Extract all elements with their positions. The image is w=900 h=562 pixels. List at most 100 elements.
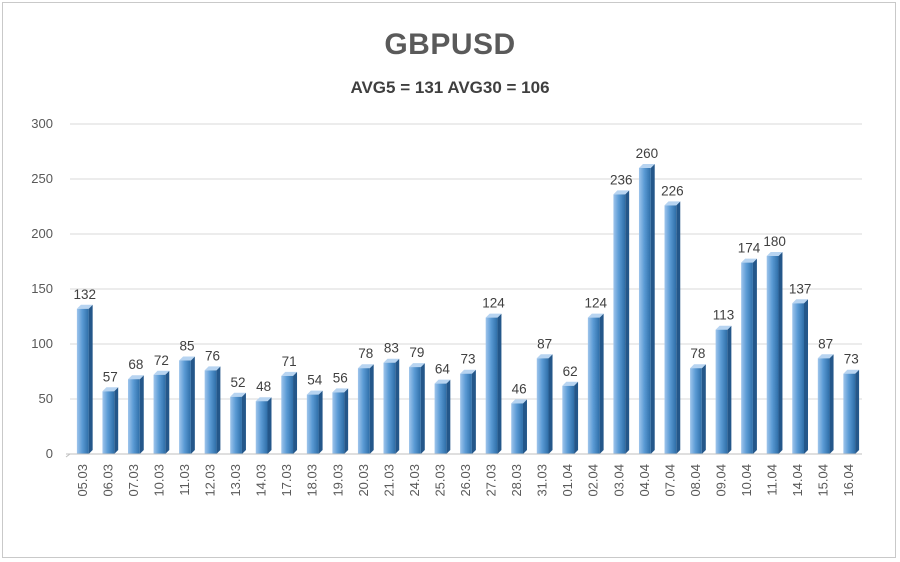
data-label: 54 [307, 373, 323, 388]
bar [204, 370, 217, 454]
bar [255, 401, 268, 454]
data-label: 76 [205, 348, 220, 363]
bar [332, 392, 345, 454]
x-tick-label: 07.04 [662, 464, 677, 497]
data-label: 132 [74, 287, 97, 302]
x-tick-label: 05.03 [75, 464, 90, 497]
data-label: 62 [563, 364, 578, 379]
bar-side [625, 190, 630, 454]
bar-side [727, 325, 732, 454]
x-tick-label: 14.03 [254, 464, 269, 497]
data-label: 124 [584, 296, 607, 311]
bar [179, 360, 191, 454]
x-tick-label: 21.03 [381, 464, 396, 497]
bar-top [383, 358, 400, 363]
bar-top [817, 354, 834, 359]
bar-top [230, 392, 246, 397]
x-tick-label: 07.03 [126, 464, 141, 497]
bar-top [76, 304, 93, 309]
bar-side [497, 313, 502, 454]
bar [843, 373, 856, 454]
data-label: 68 [128, 357, 143, 372]
bar-side [241, 392, 246, 454]
axes: 0 50 100 150 200 250 300 05.03 06.03 07.03 10.03 11… [31, 116, 862, 497]
bar-side [522, 399, 527, 454]
data-label: 72 [154, 353, 169, 368]
data-label: 78 [690, 346, 705, 361]
data-label: 87 [537, 336, 552, 351]
bar-side [855, 369, 860, 454]
bar-side [599, 313, 604, 454]
bar-top [587, 313, 604, 318]
data-label: 124 [482, 296, 505, 311]
x-tick-label: 27.03 [484, 464, 499, 497]
bar-top [153, 370, 170, 375]
bar [511, 403, 523, 454]
bar-top [102, 387, 119, 392]
data-label: 71 [282, 354, 297, 369]
data-label: 226 [661, 183, 684, 198]
bar [690, 368, 702, 454]
bar-side [650, 164, 655, 454]
bar-top [332, 388, 349, 393]
bar-top [306, 390, 323, 395]
data-label: 113 [713, 308, 735, 323]
bar-top [409, 363, 425, 368]
x-tick-label: 01.04 [560, 464, 575, 497]
bar [587, 317, 600, 454]
bar-side [471, 369, 476, 454]
data-label: 52 [231, 375, 246, 390]
bar [230, 396, 242, 454]
data-label: 56 [333, 370, 348, 385]
bar-top [690, 364, 706, 369]
x-tick-label: 09.04 [713, 464, 728, 497]
axis-corner [65, 453, 71, 458]
bar-top [204, 366, 221, 371]
x-tick-label: 13.03 [228, 464, 243, 497]
bar-top [511, 399, 527, 404]
data-label: 57 [103, 369, 118, 384]
x-tick-label: 19.03 [330, 464, 345, 497]
x-tick-label: 24.03 [407, 464, 422, 497]
data-label: 79 [409, 345, 424, 360]
bar-top [434, 379, 451, 384]
bar-side [344, 388, 349, 454]
bar-side [190, 356, 195, 454]
x-tick-label: 25.03 [432, 464, 447, 497]
bar-side [804, 299, 809, 454]
bar [741, 262, 753, 454]
bar-side [318, 390, 323, 454]
y-tick-label: 50 [39, 391, 53, 406]
bar [281, 375, 294, 454]
bar-side [369, 364, 374, 454]
chart-title: GBPUSD [384, 28, 516, 61]
bar-top [255, 397, 272, 402]
bar [409, 367, 421, 454]
x-tick-label: 02.04 [586, 464, 601, 497]
data-label: 87 [818, 336, 833, 351]
bar-side [395, 358, 400, 454]
y-tick-label: 100 [31, 336, 53, 351]
bar-side [778, 252, 783, 454]
bars: 132 57 68 72 85 76 52 48 71 54 56 78 83 79 64 73 124 46 87… [74, 146, 860, 454]
x-tick-label: 31.03 [535, 464, 550, 497]
bar-top [127, 375, 144, 380]
bar [792, 303, 805, 454]
bar-side [829, 354, 834, 454]
bar [127, 379, 140, 454]
x-tick-label: 10.04 [739, 464, 754, 497]
bar-top [843, 369, 860, 374]
bar [383, 362, 396, 454]
data-label: 137 [789, 281, 812, 296]
bar-side [114, 387, 119, 454]
bar [357, 368, 370, 454]
bar-top [664, 201, 681, 206]
x-tick-label: 04.04 [637, 464, 652, 497]
x-tick-label: 11.04 [765, 464, 780, 496]
data-label: 73 [460, 352, 475, 367]
x-tick-label: 17.03 [279, 464, 294, 497]
bar [638, 168, 651, 454]
bar-top [562, 381, 579, 386]
bar [562, 385, 575, 454]
